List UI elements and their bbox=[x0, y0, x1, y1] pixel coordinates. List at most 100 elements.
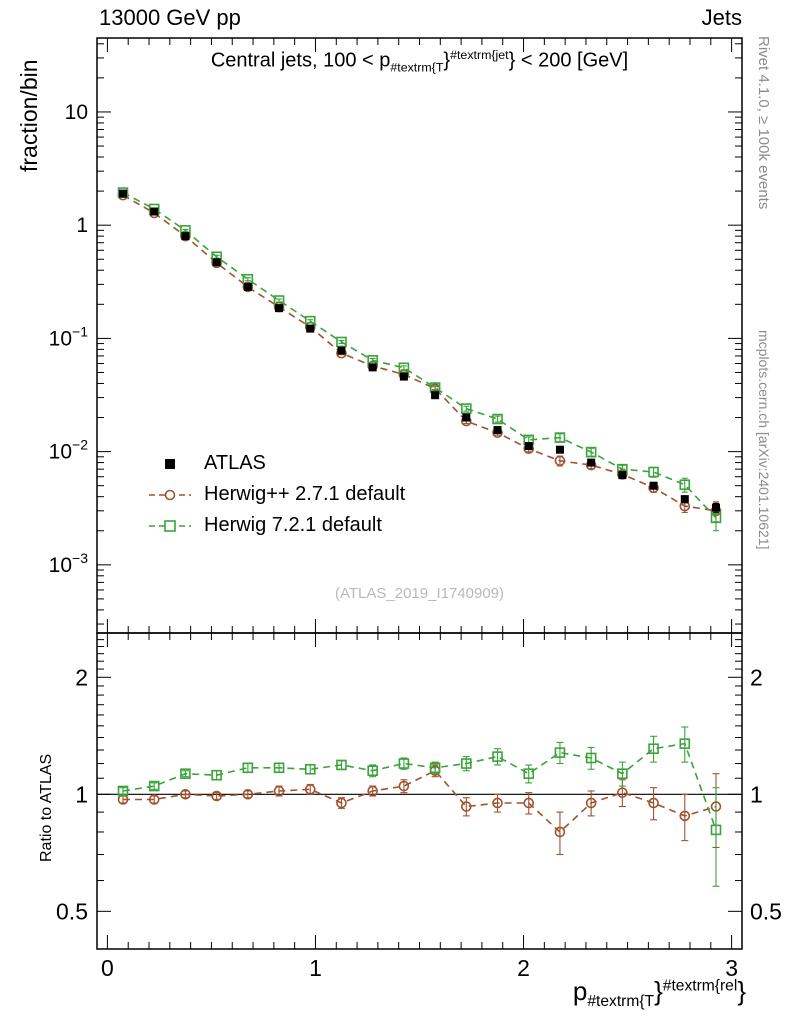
x-tick-label: 2 bbox=[517, 955, 530, 981]
data-point-marker bbox=[180, 789, 191, 800]
data-point-marker bbox=[648, 743, 659, 755]
x-tick-label: 1 bbox=[309, 955, 322, 981]
data-point-marker bbox=[212, 258, 221, 267]
data-point-marker bbox=[554, 432, 566, 443]
data-point-marker bbox=[649, 481, 658, 490]
ratio-series-layer bbox=[117, 726, 722, 887]
ratio-y-tick-label: 0.5 bbox=[56, 898, 88, 924]
data-point-marker bbox=[304, 763, 316, 775]
data-point-marker bbox=[461, 758, 472, 769]
data-point-marker bbox=[554, 747, 566, 758]
data-point-marker bbox=[336, 759, 347, 771]
data-point-marker bbox=[398, 780, 410, 792]
data-point-marker bbox=[711, 503, 720, 512]
data-point-marker bbox=[304, 784, 316, 795]
data-point-marker bbox=[648, 466, 659, 478]
filled-square-marker-icon bbox=[165, 458, 175, 469]
data-point-marker bbox=[492, 797, 503, 809]
data-point-marker bbox=[181, 232, 190, 241]
data-point-marker bbox=[461, 801, 472, 812]
legend-item-herwig7: Herwig 7.2.1 default bbox=[148, 510, 405, 541]
data-point-marker bbox=[523, 768, 535, 779]
x-axis-title-mid: } bbox=[654, 976, 663, 1006]
panel-frames bbox=[96, 37, 743, 950]
ratio-y-tick-label-right: 0.5 bbox=[750, 898, 782, 924]
data-point-marker bbox=[211, 769, 222, 781]
plot-title-pre: Central jets, 100 < p bbox=[210, 49, 391, 72]
data-point-marker bbox=[585, 752, 597, 764]
analysis-topic-label: Jets bbox=[701, 5, 742, 30]
data-point-marker bbox=[680, 495, 689, 504]
data-point-marker bbox=[492, 751, 503, 762]
mcplots-arxiv-note: mcplots.cern.ch [arXiv:2401.10621] bbox=[756, 330, 772, 550]
legend-label-herwig7: Herwig 7.2.1 default bbox=[204, 514, 382, 536]
main-y-tick-label: 10 bbox=[65, 101, 88, 124]
main-y-tick-label: 1 bbox=[76, 214, 88, 237]
data-point-marker bbox=[211, 790, 222, 802]
legend-item-herwigpp: Herwig++ 2.7.1 default bbox=[148, 479, 405, 510]
data-point-marker bbox=[148, 780, 160, 792]
data-point-marker bbox=[585, 446, 597, 458]
beam-energy-label: 13000 GeV pp bbox=[99, 5, 241, 30]
x-axis-title-sub: #textrm{T bbox=[587, 993, 655, 1011]
data-point-marker bbox=[273, 785, 285, 797]
spectrum-series-layer bbox=[117, 187, 722, 532]
data-point-marker bbox=[648, 797, 659, 809]
legend-label-atlas: ATLAS bbox=[204, 452, 266, 474]
tick-labels: 10 1 10−1 10−2 10−3 2 2 1 1 0.5 0.5 0 1 2 3 bbox=[49, 101, 782, 981]
plot-title-sub: #textrm{T bbox=[390, 60, 444, 75]
data-point-marker bbox=[710, 824, 722, 836]
data-point-marker bbox=[462, 413, 471, 422]
data-point-marker bbox=[243, 282, 252, 291]
analysis-id-watermark: (ATLAS_2019_I1740909) bbox=[334, 585, 504, 602]
data-point-marker bbox=[119, 189, 128, 198]
data-point-marker bbox=[554, 826, 566, 838]
series-line bbox=[122, 742, 717, 831]
ratio-y-tick-label-right: 2 bbox=[750, 664, 763, 690]
legend: ATLAS Herwig++ 2.7.1 default Herwig 7.2.… bbox=[148, 448, 405, 541]
x-axis-title-post: } bbox=[737, 976, 746, 1006]
data-point-marker bbox=[368, 363, 377, 372]
legend-label-herwigpp: Herwig++ 2.7.1 default bbox=[204, 483, 406, 505]
data-point-marker bbox=[555, 445, 564, 454]
ratio-y-tick-label: 2 bbox=[75, 664, 88, 690]
dashed-line-open-square-marker-icon bbox=[149, 519, 191, 532]
data-point-marker bbox=[367, 785, 378, 797]
plot-title-mid: } bbox=[443, 49, 451, 72]
ratio-panel-frame bbox=[96, 632, 743, 950]
data-point-marker bbox=[679, 738, 691, 749]
data-point-marker bbox=[336, 797, 347, 809]
data-point-marker bbox=[117, 785, 129, 797]
data-point-marker bbox=[398, 362, 410, 374]
data-point-marker bbox=[242, 281, 254, 293]
data-point-marker bbox=[524, 442, 533, 451]
data-point-marker bbox=[492, 413, 503, 425]
main-y-tick-label: 10−3 bbox=[49, 550, 89, 577]
data-point-marker bbox=[306, 324, 315, 333]
data-point-marker bbox=[273, 762, 285, 774]
ratio-y-tick-label-right: 1 bbox=[750, 781, 763, 807]
data-point-marker bbox=[679, 479, 691, 491]
main-y-tick-label: 10−1 bbox=[49, 323, 89, 350]
plot-title-post: } < 200 [GeV] bbox=[508, 49, 629, 72]
data-point-marker bbox=[367, 765, 378, 777]
data-point-marker bbox=[337, 346, 346, 355]
main-y-tick-label: 10−2 bbox=[49, 437, 89, 464]
data-point-marker bbox=[523, 797, 535, 809]
data-point-marker bbox=[461, 403, 472, 414]
main-y-axis-title: fraction/bin bbox=[16, 59, 42, 172]
data-point-marker bbox=[554, 455, 566, 467]
data-point-marker bbox=[242, 789, 254, 800]
ratio-y-tick-label: 1 bbox=[75, 781, 88, 807]
plot-title-sup: #textrm{jet bbox=[450, 48, 509, 62]
data-point-marker bbox=[399, 372, 408, 381]
data-point-marker bbox=[587, 458, 596, 467]
x-axis-title: p#textrm{T}#textrm{rel} bbox=[573, 976, 746, 1011]
data-point-marker bbox=[429, 762, 441, 774]
x-tick-label: 3 bbox=[725, 955, 738, 981]
data-point-marker bbox=[585, 797, 597, 809]
data-point-marker bbox=[150, 207, 159, 216]
data-point-marker bbox=[398, 758, 410, 769]
